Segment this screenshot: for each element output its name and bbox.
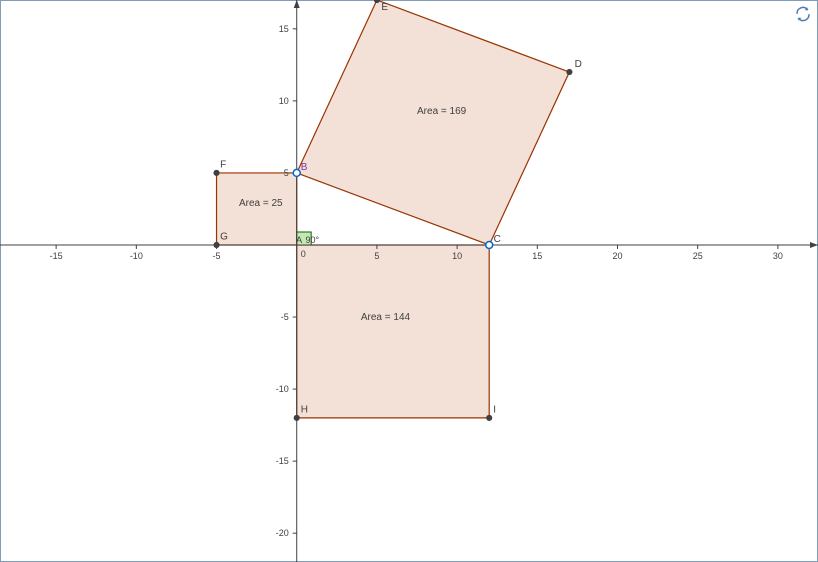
y-tick-label: -10: [276, 384, 289, 394]
y-tick-label: -5: [281, 312, 289, 322]
x-tick-label: 5: [374, 251, 379, 261]
refresh-icon[interactable]: [794, 5, 812, 23]
x-tick-label: 10: [452, 251, 462, 261]
square-169-area-label: Area = 169: [417, 106, 467, 117]
x-tick-label: 20: [613, 251, 623, 261]
point-B: [293, 169, 300, 176]
point-label-E: E: [381, 2, 388, 13]
point-label-C: C: [494, 234, 501, 245]
origin-label: 0: [301, 249, 306, 259]
point-label-I: I: [493, 405, 496, 416]
y-tick-label: -20: [276, 528, 289, 538]
y-tick-label: -15: [276, 456, 289, 466]
y-axis-arrow: [294, 0, 300, 8]
square-25-area-label: Area = 25: [239, 198, 283, 209]
geometry-plot: Area = 25Area = 144Area = 16990°A-15-10-…: [0, 0, 818, 562]
point-label-F: F: [220, 160, 226, 171]
x-tick-label: -15: [50, 251, 63, 261]
point-C: [486, 241, 493, 248]
square-144: [297, 245, 489, 418]
x-tick-label: 25: [693, 251, 703, 261]
point-label-D: D: [575, 59, 582, 70]
point-label-B: B: [301, 162, 308, 173]
y-tick-label: 10: [279, 96, 289, 106]
y-tick-label: 5: [284, 168, 289, 178]
point-label-H: H: [301, 405, 308, 416]
point-label-G: G: [220, 232, 228, 243]
x-tick-label: -5: [213, 251, 221, 261]
y-tick-label: 15: [279, 24, 289, 34]
x-tick-label: -10: [130, 251, 143, 261]
square-169: [297, 0, 570, 245]
x-tick-label: 15: [532, 251, 542, 261]
angle-label: 90°: [306, 235, 320, 245]
square-144-area-label: Area = 144: [361, 312, 411, 323]
x-axis-arrow: [810, 242, 818, 248]
x-tick-label: 30: [773, 251, 783, 261]
